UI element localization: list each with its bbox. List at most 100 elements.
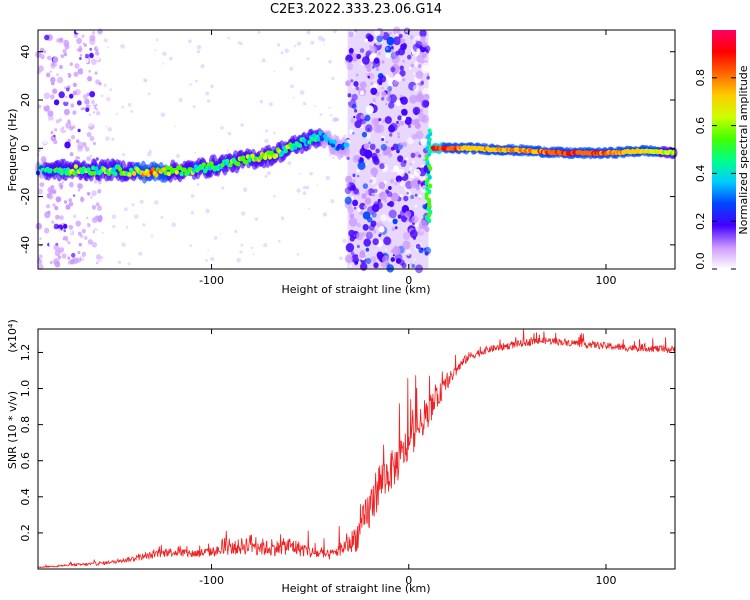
noise-speck [346, 97, 351, 102]
noise-speck [375, 148, 380, 154]
noise-speck [423, 158, 426, 162]
noise-speck [284, 48, 290, 54]
ridge-point [111, 167, 116, 173]
noise-speck [95, 79, 100, 85]
noise-speck [268, 102, 273, 107]
noise-speck [73, 257, 79, 265]
noise-speck [43, 92, 51, 100]
noise-speck [329, 114, 333, 117]
noise-speck [75, 220, 81, 227]
noise-speck [409, 94, 418, 104]
spectrogram-x-ticks: -100 0 100 [199, 30, 616, 287]
noise-speck [63, 229, 66, 233]
noise-speck [243, 187, 248, 192]
noise-speck [299, 90, 305, 95]
ridge-point [345, 142, 350, 148]
noise-speck [420, 81, 425, 85]
noise-speck [96, 262, 99, 265]
noise-speck [353, 81, 359, 87]
noise-speck [412, 161, 415, 164]
noise-speck [409, 262, 412, 265]
noise-speck [408, 171, 411, 174]
noise-speck [328, 59, 332, 64]
ridge-point [307, 139, 312, 145]
noise-speck [342, 238, 347, 244]
spectrogram-y-label: Frequency (Hz) [6, 109, 19, 192]
noise-speck [372, 238, 379, 246]
ridge-point [154, 172, 159, 178]
noise-speck [384, 116, 392, 124]
noise-speck [354, 109, 358, 113]
noise-speck [381, 138, 384, 141]
noise-speck [47, 110, 54, 117]
noise-speck [395, 33, 399, 37]
ridge-point [283, 148, 288, 154]
noise-speck [347, 93, 352, 98]
noise-speck [372, 194, 376, 197]
noise-speck [356, 232, 364, 241]
noise-speck [393, 26, 401, 35]
noise-speck [402, 59, 405, 63]
noise-speck [89, 38, 96, 46]
noise-speck [373, 262, 379, 269]
noise-speck [391, 169, 395, 173]
noise-speck [276, 43, 281, 47]
noise-speck [344, 60, 350, 66]
noise-speck [97, 188, 102, 194]
noise-speck [389, 201, 394, 206]
noise-speck [415, 70, 424, 80]
noise-speck [306, 57, 310, 61]
noise-speck [48, 153, 55, 160]
noise-speck [412, 84, 419, 92]
noise-speck [382, 119, 386, 124]
noise-speck [47, 55, 52, 61]
noise-speck [387, 85, 393, 92]
noise-speck [86, 216, 89, 220]
noise-speck [280, 51, 284, 55]
noise-speck [259, 99, 264, 104]
snr-x-label: Height of straight line (km) [281, 582, 430, 595]
noise-speck [364, 149, 373, 159]
noise-speck [350, 79, 354, 83]
noise-speck [143, 78, 147, 82]
noise-speck [92, 105, 95, 109]
noise-speck [68, 224, 74, 230]
noise-speck [97, 205, 102, 211]
noise-speck [47, 210, 51, 215]
noise-speck [79, 122, 85, 129]
noise-speck [349, 213, 355, 219]
noise-speck [86, 191, 90, 195]
noise-speck [49, 94, 55, 100]
noise-speck [373, 188, 378, 193]
noise-speck [379, 191, 387, 201]
noise-speck [352, 179, 356, 183]
ridge-point [94, 166, 99, 172]
noise-speck [77, 251, 81, 255]
noise-speck [397, 115, 403, 121]
colorbar-ticks: 0.0 0.2 0.4 0.6 0.8 [694, 69, 736, 270]
noise-speck [91, 190, 97, 197]
noise-speck [40, 244, 47, 251]
noise-speck [355, 73, 359, 77]
x-tick-label: 0 [405, 574, 412, 587]
noise-speck [278, 239, 281, 243]
noise-speck [356, 244, 360, 249]
noise-speck [376, 35, 383, 43]
noise-speck [95, 202, 100, 207]
noise-speck [372, 98, 376, 102]
ridge-streak [427, 128, 432, 134]
noise-speck [325, 175, 330, 181]
noise-speck [356, 53, 362, 60]
noise-speck [64, 200, 68, 204]
colorbar-label: Normalized spectral amplitude [737, 65, 750, 234]
noise-speck [402, 78, 406, 82]
noise-speck [423, 93, 430, 101]
noise-speck [219, 233, 222, 236]
noise-speck [210, 84, 214, 89]
noise-speck [339, 256, 343, 261]
noise-speck [89, 47, 93, 51]
noise-speck [77, 231, 82, 236]
noise-speck [328, 154, 332, 157]
noise-speck [85, 82, 88, 86]
noise-speck [388, 101, 395, 109]
